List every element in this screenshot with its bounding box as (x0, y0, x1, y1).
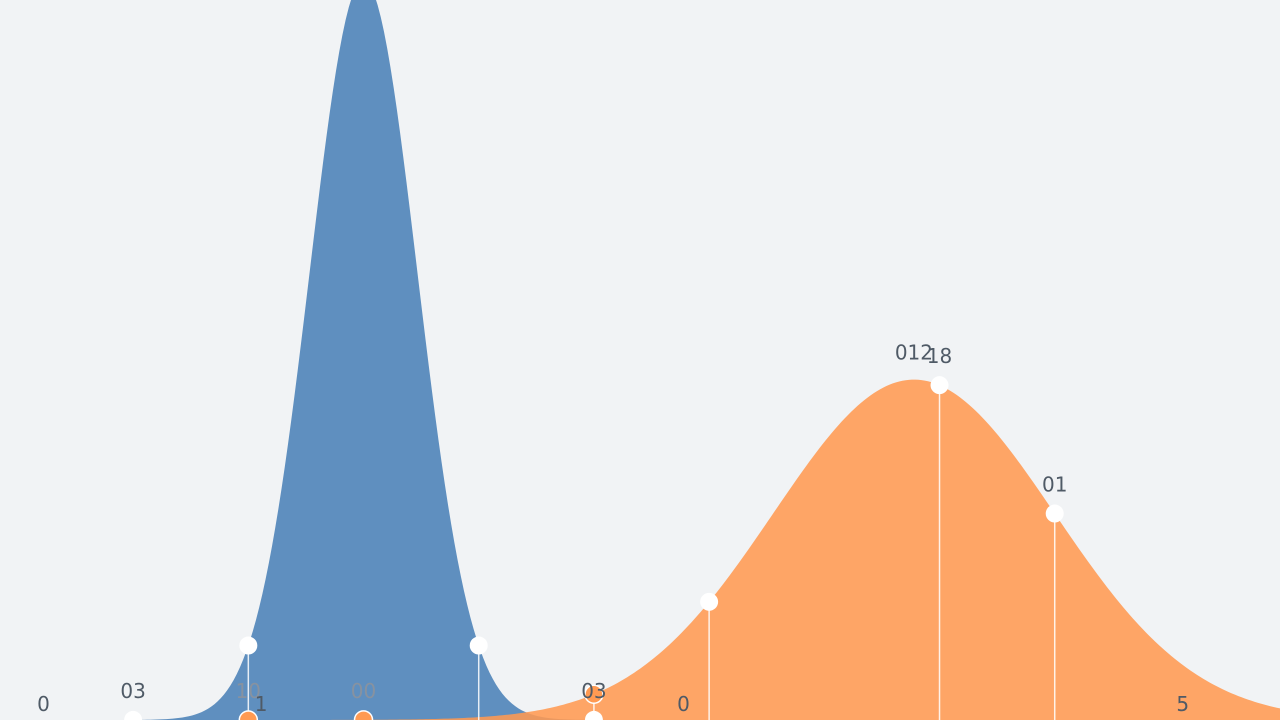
marker-dot (1045, 504, 1064, 523)
x-tick-label: 1 (255, 692, 268, 716)
marker-dot (930, 376, 949, 395)
value-label: 03 (120, 679, 145, 703)
x-tick-label: 0 (37, 692, 50, 716)
marker-dot (469, 636, 488, 655)
peak-label: 012 (895, 341, 933, 365)
value-label: 10 (236, 679, 261, 703)
marker-dot (124, 710, 143, 720)
marker-dot (584, 684, 604, 705)
value-label: 03 (581, 679, 606, 703)
density-area-series-2 (0, 379, 1280, 720)
x-tick-label: 0 (677, 692, 690, 716)
marker-dot (584, 710, 603, 720)
marker-dots (124, 376, 1064, 720)
value-labels: 03 03 00 18 01 10 012 (120, 341, 1067, 703)
value-label: 18 (927, 344, 952, 368)
marker-dot (700, 592, 719, 611)
value-label: 00 (351, 679, 376, 703)
value-label: 01 (1042, 473, 1067, 497)
x-tick-label: 5 (1176, 692, 1189, 716)
marker-dot (239, 636, 258, 655)
x-tick-labels: 0 1 0 5 (37, 692, 1189, 716)
